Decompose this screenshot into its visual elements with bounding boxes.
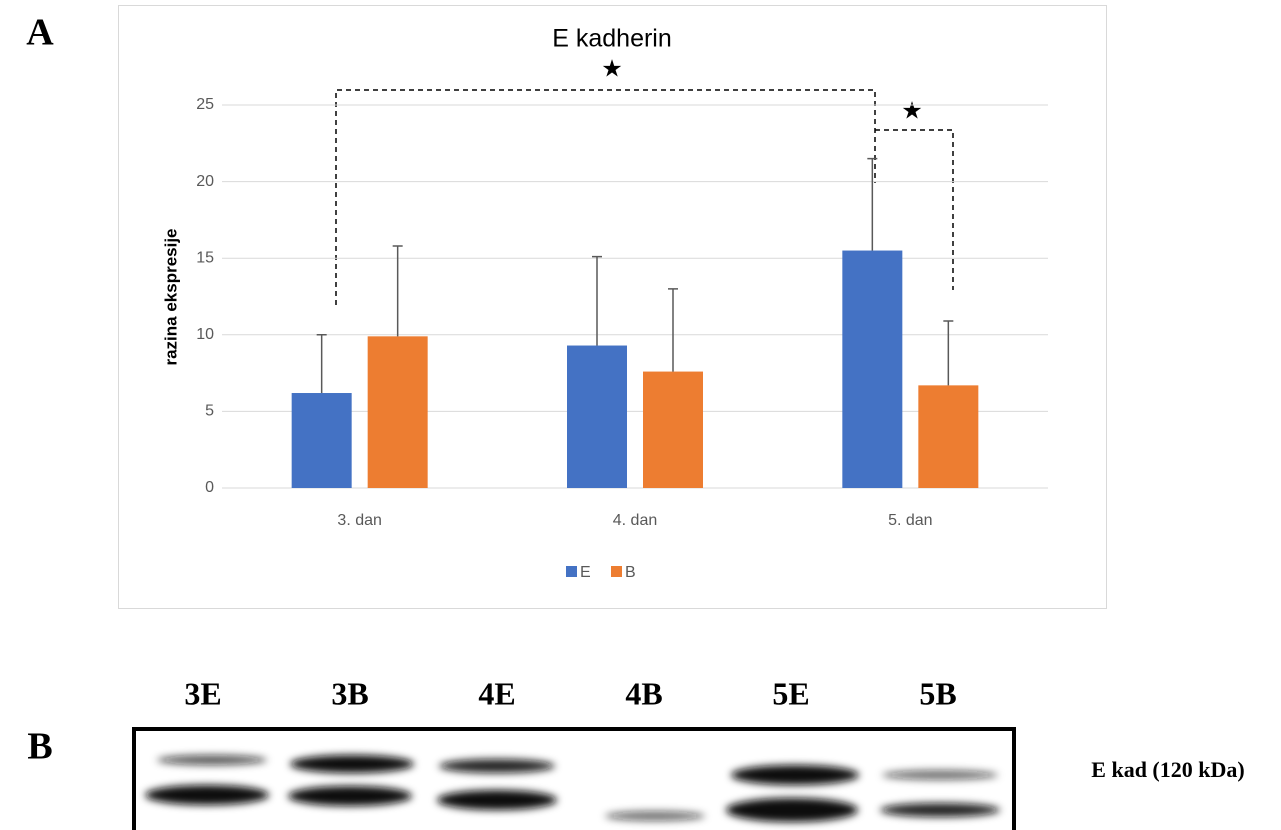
x-tick-label: 3. dan — [337, 512, 381, 529]
legend-swatch — [611, 566, 622, 577]
y-tick-label: 15 — [196, 249, 214, 266]
annotation: ★ — [901, 97, 923, 124]
lane-label: 3E — [184, 675, 221, 711]
error-bar — [592, 255, 602, 346]
y-axis-label: razina ekspresije — [161, 228, 180, 365]
blot-label: E kad (120 kDa) — [1091, 757, 1244, 782]
error-bar — [316, 334, 327, 394]
bar — [918, 385, 979, 488]
y-tick-label: 20 — [196, 173, 214, 190]
bar — [291, 393, 352, 488]
x-tick-label: 4. dan — [613, 512, 657, 529]
y-tick-label: 5 — [205, 403, 214, 420]
y-tick-label: 10 — [196, 326, 214, 343]
error-bar — [867, 157, 878, 251]
chart-title: E kadherin — [552, 25, 672, 53]
significance-bracket — [335, 89, 954, 305]
bar — [367, 336, 428, 488]
lane-label: 4B — [625, 675, 662, 711]
bar — [643, 371, 703, 488]
bar — [842, 250, 903, 488]
lane-label: 3B — [331, 675, 368, 711]
lane-label: 4E — [478, 675, 515, 711]
panel-label: B — [27, 726, 52, 768]
legend-swatch — [566, 566, 577, 577]
legend-label: B — [625, 564, 636, 581]
western-blot — [132, 727, 1016, 830]
error-bar — [668, 288, 678, 372]
y-tick-label: 25 — [196, 96, 214, 113]
error-bar — [943, 320, 954, 386]
error-bar — [392, 245, 403, 337]
lane-label: 5E — [772, 675, 809, 711]
legend-label: E — [580, 564, 591, 581]
annotation: ★ — [601, 55, 623, 82]
bar — [567, 345, 627, 488]
panel-label: A — [26, 12, 54, 54]
x-tick-label: 5. dan — [888, 512, 932, 529]
y-tick-label: 0 — [205, 479, 214, 496]
lane-label: 5B — [919, 675, 956, 711]
chart-frame — [118, 5, 1107, 609]
